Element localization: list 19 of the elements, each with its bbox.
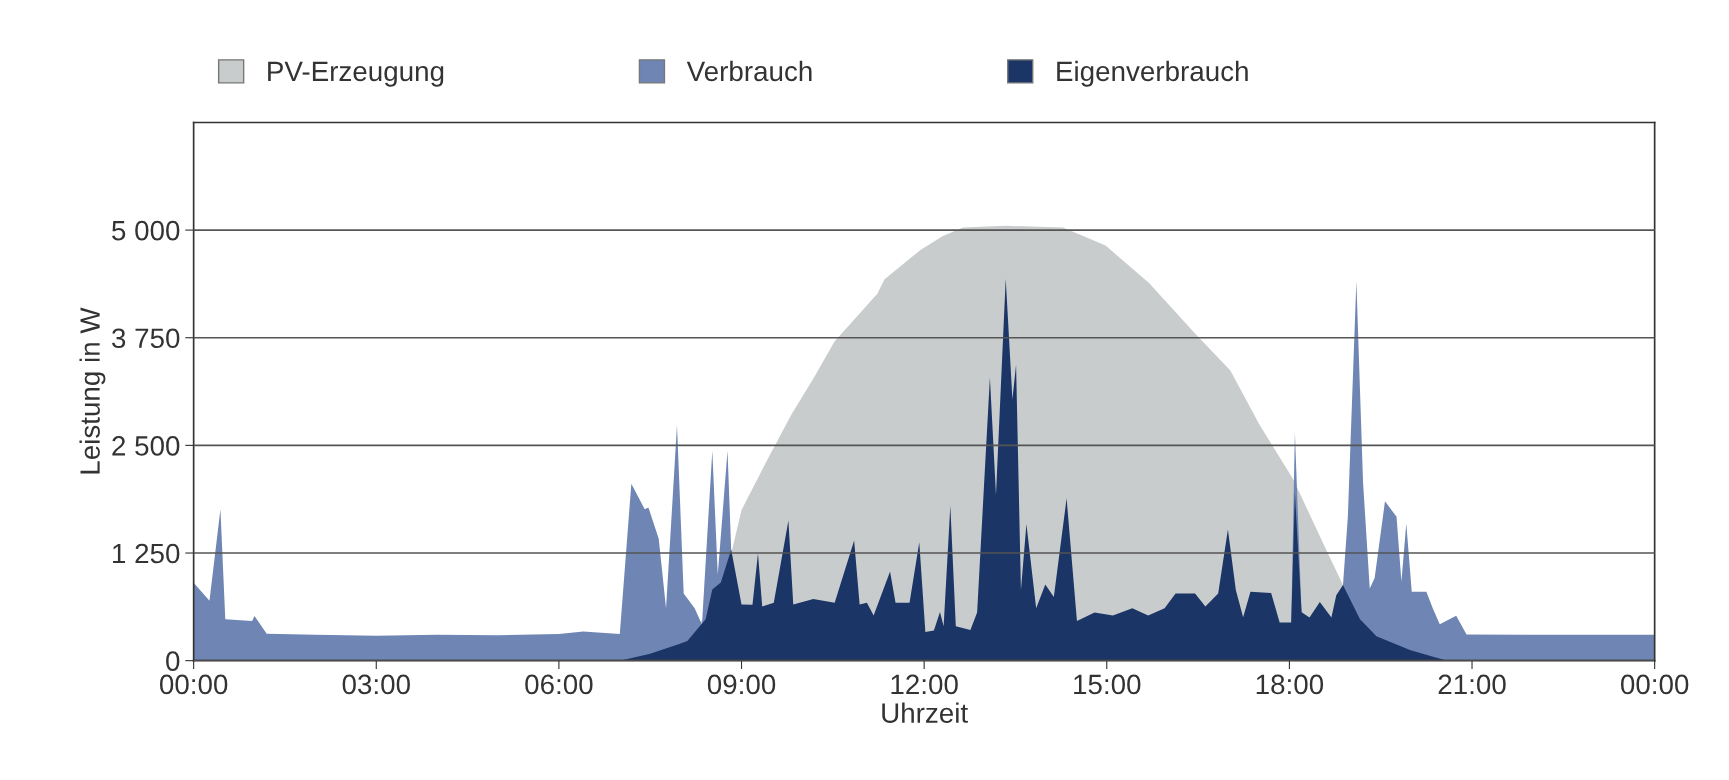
legend-label: Eigenverbrauch [1057, 60, 1248, 87]
y-tick-label: 1 250 [113, 543, 180, 564]
x-tick-label: 15:00 [1074, 674, 1141, 695]
y-tick-label: 3 750 [112, 328, 180, 349]
x-tick-label: 21:00 [1438, 674, 1506, 695]
y-axis-title: Leistung in W [79, 307, 106, 474]
legend-label: PV-Erzeugung [268, 61, 444, 87]
legend-label: Verbrauch [686, 60, 812, 82]
x-axis-title: Uhrzeit [882, 702, 968, 723]
y-tick-label: 2 500 [112, 436, 180, 456]
x-tick-label: 03:00 [342, 674, 410, 695]
x-tick-label: 00:00 [159, 674, 228, 695]
y-tick-label: 0 [166, 651, 180, 671]
x-tick-label: 12:00 [891, 674, 958, 695]
y-tick-label: 5 000 [112, 220, 180, 241]
x-tick-label: 00:00 [1620, 674, 1689, 695]
x-tick-label: 09:00 [707, 674, 776, 695]
x-tick-label: 06:00 [525, 674, 593, 695]
x-tick-label: 18:00 [1256, 674, 1324, 695]
